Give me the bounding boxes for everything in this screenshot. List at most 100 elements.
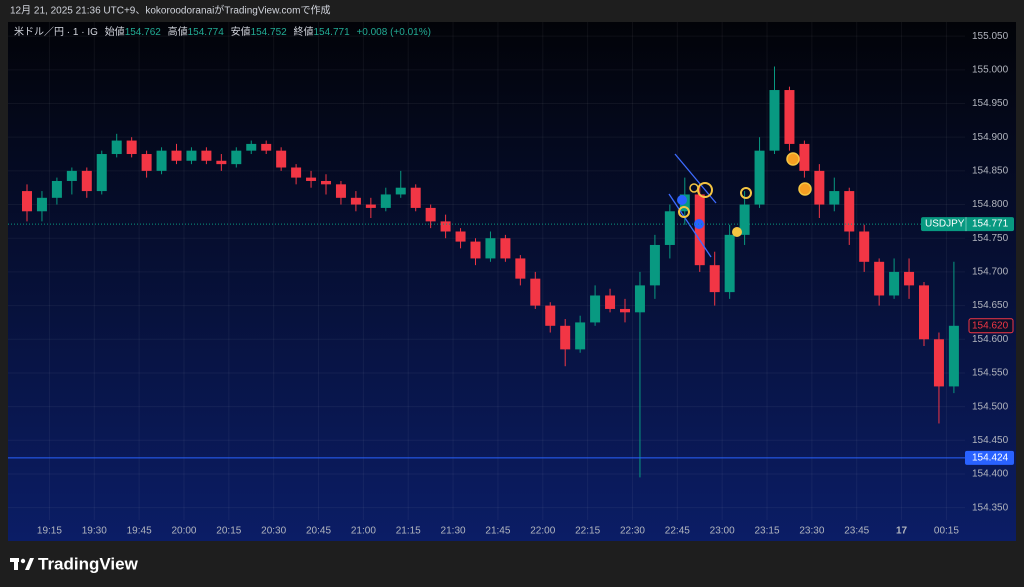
candle-body: [694, 194, 705, 266]
y-tick-label: 154.700: [972, 267, 1009, 278]
x-tick-label: 21:00: [351, 526, 376, 537]
x-tick-label: 22:00: [530, 526, 555, 537]
x-tick-label: 22:30: [620, 526, 645, 537]
candle-body: [66, 170, 77, 181]
y-tick-label: 155.000: [972, 64, 1009, 75]
header: 12月 21, 2025 21:36 UTC+9、kokoroodoranaiが…: [10, 4, 330, 17]
price-tag-name: USDJPY: [925, 219, 965, 230]
y-tick-label: 154.450: [972, 435, 1009, 446]
y-tick-label: 154.750: [972, 233, 1009, 244]
candle-body: [829, 191, 840, 205]
candle-body: [306, 177, 317, 181]
candle-body: [261, 143, 272, 151]
legend-symbol: 米ドル／円 · 1 · IG: [14, 25, 98, 38]
candle-body: [216, 160, 227, 165]
candle-body: [904, 271, 915, 286]
y-tick-label: 154.350: [972, 502, 1009, 513]
candle-body: [590, 295, 601, 323]
legend-value: 154.762: [125, 27, 162, 38]
x-tick-label: 22:15: [575, 526, 600, 537]
x-tick-label: 21:30: [441, 526, 466, 537]
candle-body: [769, 90, 780, 151]
candle-body: [575, 322, 586, 350]
x-tick-label: 20:30: [261, 526, 286, 537]
x-tick-label: 19:15: [37, 526, 62, 537]
candle-body: [739, 204, 750, 235]
x-tick-label: 23:45: [844, 526, 869, 537]
candle-body: [395, 187, 406, 195]
logo-part: [25, 558, 34, 570]
y-tick-label: 154.900: [972, 132, 1009, 143]
footer-logo: [10, 558, 34, 570]
grid: 154.350 154.400 154.450 154.500 154.550 154.6…: [8, 22, 1009, 537]
price-tag-label: 154.771: [972, 219, 1009, 230]
y-tick-label: 154.400: [972, 469, 1009, 480]
candle-body: [515, 258, 526, 279]
candle-body: [754, 150, 765, 205]
candle-body: [799, 143, 810, 171]
candle-body: [545, 305, 556, 326]
candle-body: [919, 285, 929, 340]
marker: [786, 152, 800, 166]
candle-body: [664, 211, 675, 245]
candle-body: [231, 150, 242, 165]
candle-body: [605, 295, 616, 309]
legend-value: 154.752: [251, 27, 288, 38]
candle-body: [350, 197, 361, 205]
candle-body: [634, 285, 645, 313]
marker: [732, 227, 742, 237]
y-tick-label: 154.650: [972, 300, 1009, 311]
candle-body: [500, 238, 511, 259]
x-tick-label: 20:45: [306, 526, 331, 537]
x-tick-label: 23:00: [710, 526, 735, 537]
candle-body: [186, 150, 197, 161]
chart-area: [8, 22, 1016, 541]
candle-body: [455, 231, 466, 242]
candle-body: [889, 271, 900, 296]
price-tag-label: 154.620: [972, 320, 1009, 331]
legend-label: 終値: [294, 25, 314, 38]
candle-body: [709, 265, 720, 293]
x-tick-label: 21:15: [396, 526, 421, 537]
legend-label: 安値: [231, 25, 251, 38]
legend-label: 高値: [168, 25, 188, 38]
candle-body: [81, 170, 92, 192]
candle-body: [141, 154, 152, 171]
marker: [798, 182, 812, 196]
candle-body: [111, 140, 122, 155]
candle-body: [365, 204, 376, 208]
marker: [740, 187, 752, 199]
candle-body: [201, 150, 212, 161]
y-tick-label: 154.850: [972, 166, 1009, 177]
candle-body: [335, 184, 346, 198]
candle-body: [126, 140, 137, 155]
candle-body: [276, 150, 287, 168]
candle-body: [22, 191, 32, 212]
candles: [22, 66, 959, 478]
candle-body: [321, 180, 331, 185]
x-tick-label: 20:15: [216, 526, 241, 537]
candle-body: [51, 180, 62, 198]
legend-change: +0.008 (+0.01%): [356, 27, 431, 38]
candle-body: [470, 241, 481, 259]
candle-body: [425, 207, 436, 222]
x-tick-label: 19:45: [127, 526, 152, 537]
candle-body: [620, 308, 630, 313]
overlay: 154.424 USDJPY 154.771 154.620: [8, 217, 1014, 465]
x-tick-label: 23:30: [799, 526, 824, 537]
candle-body: [36, 197, 47, 212]
price-tag-label: 154.424: [972, 452, 1009, 463]
pattern-line: [668, 193, 712, 258]
x-tick-label: 22:45: [665, 526, 690, 537]
legend-label: 始値: [105, 25, 125, 38]
logo-part: [20, 558, 26, 564]
candle-body: [156, 150, 167, 171]
x-tick-label: 20:00: [171, 526, 196, 537]
legend-value: 154.774: [188, 27, 225, 38]
candle-body: [784, 90, 795, 144]
marker: [677, 195, 687, 205]
marker: [697, 182, 713, 198]
candle-body: [560, 325, 571, 350]
price-tag: [965, 450, 1014, 465]
